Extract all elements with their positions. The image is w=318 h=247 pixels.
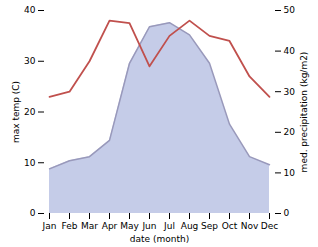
svg-text:Oct: Oct <box>222 221 238 231</box>
svg-text:Aug: Aug <box>181 221 199 231</box>
svg-text:10: 10 <box>284 168 296 178</box>
svg-text:10: 10 <box>24 158 36 168</box>
svg-text:Jun: Jun <box>141 221 156 231</box>
svg-text:date (month): date (month) <box>130 234 189 244</box>
svg-text:Jul: Jul <box>163 221 175 231</box>
svg-text:0: 0 <box>284 208 290 218</box>
svg-text:max temp (C): max temp (C) <box>11 81 21 143</box>
svg-text:med. precipitation (kg/m2): med. precipitation (kg/m2) <box>299 52 309 173</box>
svg-text:20: 20 <box>284 127 296 137</box>
svg-text:40: 40 <box>284 46 296 56</box>
svg-text:30: 30 <box>284 87 296 97</box>
svg-text:20: 20 <box>24 107 36 117</box>
svg-text:Dec: Dec <box>261 221 278 231</box>
svg-text:50: 50 <box>284 5 296 15</box>
svg-text:Sep: Sep <box>201 221 218 231</box>
svg-text:May: May <box>120 221 139 231</box>
svg-text:0: 0 <box>30 208 36 218</box>
svg-text:Jan: Jan <box>42 221 57 231</box>
svg-text:Apr: Apr <box>102 221 118 231</box>
svg-text:Feb: Feb <box>62 221 78 231</box>
svg-text:30: 30 <box>24 56 36 66</box>
svg-text:Mar: Mar <box>81 221 98 231</box>
svg-text:40: 40 <box>24 5 36 15</box>
svg-text:Nov: Nov <box>241 221 259 231</box>
